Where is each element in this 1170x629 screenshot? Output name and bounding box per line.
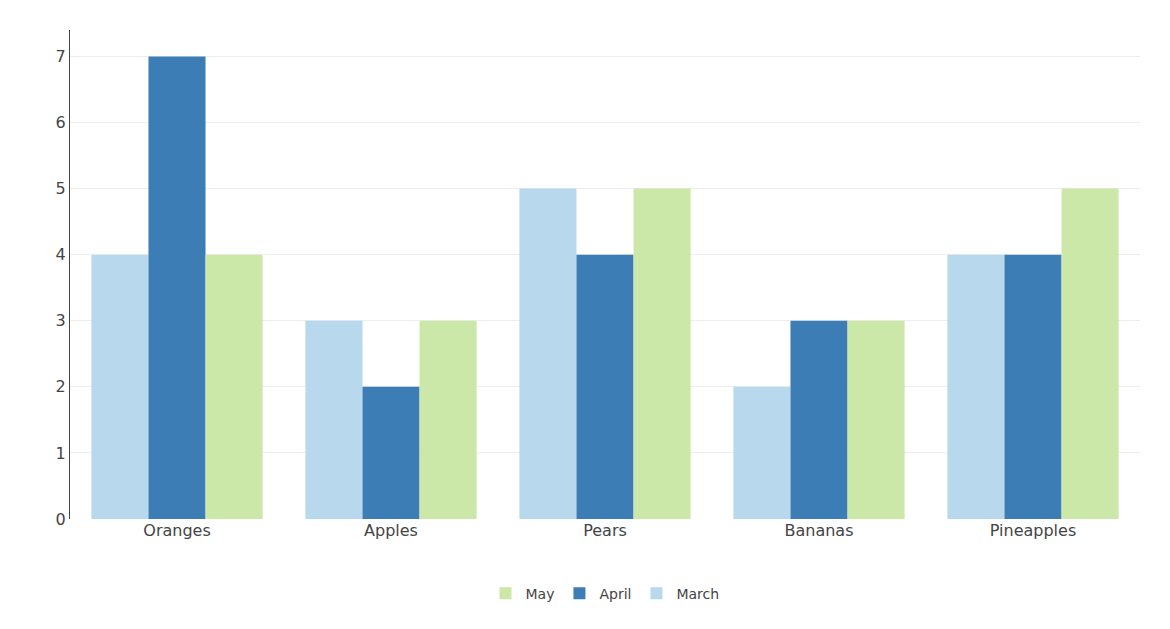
svg-text:5: 5 <box>56 179 66 198</box>
svg-text:Pears: Pears <box>583 521 627 540</box>
svg-text:May: May <box>526 586 555 602</box>
svg-text:3: 3 <box>56 311 66 330</box>
svg-text:Bananas: Bananas <box>784 521 853 540</box>
svg-text:Oranges: Oranges <box>143 521 210 540</box>
svg-text:April: April <box>599 586 631 602</box>
svg-text:Apples: Apples <box>364 521 418 540</box>
svg-text:1: 1 <box>56 444 66 463</box>
svg-text:2: 2 <box>56 377 66 396</box>
svg-text:4: 4 <box>56 245 66 264</box>
svg-text:6: 6 <box>56 113 66 132</box>
svg-text:March: March <box>676 586 719 602</box>
svg-text:7: 7 <box>56 47 66 66</box>
svg-text:Pineapples: Pineapples <box>990 521 1076 540</box>
svg-text:0: 0 <box>56 510 66 529</box>
